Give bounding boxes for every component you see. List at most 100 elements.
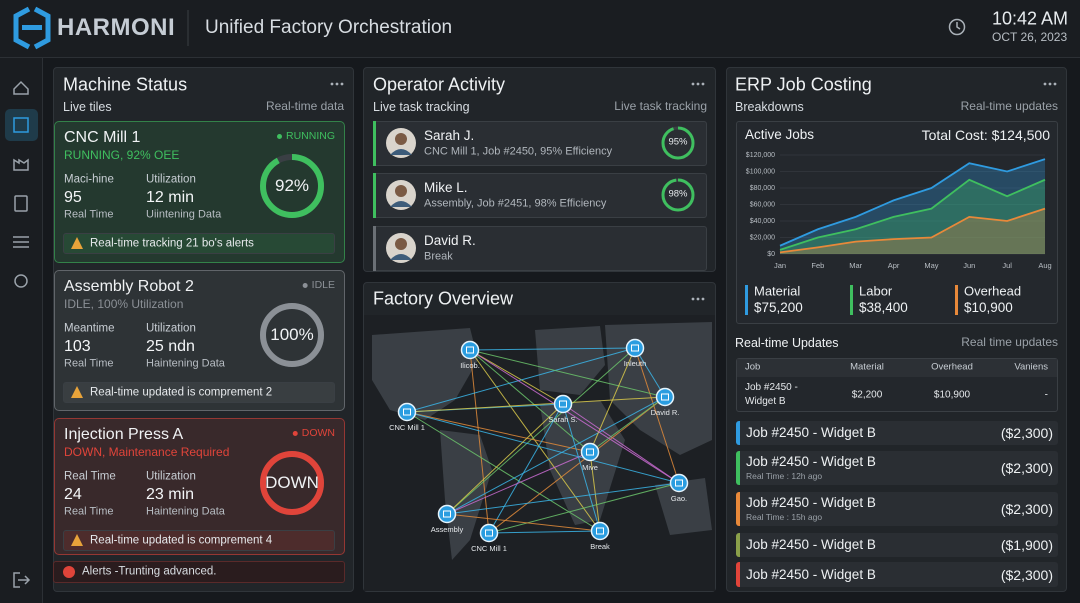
metric-label: Utilization [146,470,196,483]
job-name: Job #2450 - Widget B [746,425,876,441]
metric-caption: Real Time [64,505,114,518]
settings-icon [14,274,28,288]
sliders-icon [13,236,29,248]
node [669,473,689,493]
node-icon [596,527,604,535]
line [779,178,1046,251]
node-label: Gao. [671,494,687,503]
panel-note: Live task tracking [614,99,707,114]
y-tick-label: $80,000 [750,185,775,192]
table-cell: $2,200 [851,389,883,401]
y-tick-label: $20,000 [750,234,775,241]
operator-name: Sarah J. [424,128,475,144]
node [479,523,499,543]
panel-title: Factory Overview [373,288,514,309]
chart-total: Total Cost: $124,500 [921,126,1050,143]
machine-tile [54,121,345,263]
status-badge: RUNNING [277,130,335,142]
job-amount: ($2,300) [1000,500,1053,517]
connection [469,349,490,534]
logo-mark [33,6,51,50]
table-header-cell: Vaniens [1014,361,1048,373]
line [779,207,1046,254]
operator-detail: CNC Mill 1, Job #2450, 95% Efficiency [424,145,613,158]
continent [372,328,478,420]
metric-caption: Haintening Data [146,357,225,370]
connection [469,347,636,351]
connection [469,349,591,453]
connection [406,411,601,532]
y-tick-label: $0 [767,251,775,258]
job-amount: ($2,300) [1000,566,1053,583]
avatar-body [390,254,412,260]
machine-status: IDLE, 100% Utilization [64,297,184,312]
report-icon [14,195,28,212]
table-cell: - [1044,389,1048,401]
y-tick-label: $100,000 [746,168,775,175]
connection [562,403,680,484]
connection [634,347,666,398]
menu-dot [330,82,334,86]
job-amount: ($1,900) [1000,536,1053,553]
panel-subtitle: Breakdowns [735,99,804,114]
connection [446,482,680,515]
gauge-arc [260,303,324,367]
connection [406,347,636,413]
panel-subtitle: Live tiles [63,99,112,114]
x-tick-label: Feb [811,261,824,270]
node-label: Sarah S. [548,415,577,424]
area [780,159,1045,254]
menu-dot [696,82,700,86]
x-tick-label: Jul [1002,261,1012,270]
node [553,394,573,414]
gauge-label: 98% [668,188,688,200]
job-row [736,451,1058,485]
machine-tile [54,270,345,411]
metric-value: 12 min [146,188,195,206]
connection [488,482,680,534]
menu-dot [691,297,695,301]
sidebar [0,58,43,603]
operator-accent [373,173,376,218]
alert-text: Real-time updated is comprement 4 [90,534,273,547]
job-name: Job #2450 - Widget B [746,566,876,582]
node [625,338,645,358]
job-row [736,533,1058,557]
node-label: Inleuth [624,359,647,368]
job-accent [736,562,740,587]
connection [469,349,601,532]
metric-label: Utilization [146,322,196,335]
connection [446,451,591,515]
brand: HARMONI [57,14,176,42]
metric-label: Utilization [146,173,196,186]
factory-icon [13,158,29,171]
metric-value: 25 ndn [146,337,195,355]
node-label: David R. [651,408,680,417]
job-name: Job #2450 - Widget B [746,495,876,511]
node-icon [466,346,474,354]
node [397,402,417,422]
home-icon [13,80,29,95]
job-name: Job #2450 - Widget B [746,454,876,470]
logo-mark [22,25,42,30]
connection [469,349,680,484]
legend-name: Material [754,283,801,299]
metric-label: Meantime [64,322,115,335]
connection [406,411,680,484]
status-dot [292,430,298,436]
metric-value: 24 [64,485,82,503]
connection [446,403,564,515]
connection [634,347,680,484]
error-icon [63,566,75,578]
alert-text: Real-time tracking 21 bo's alerts [90,237,254,250]
node-icon [403,408,411,416]
connection [406,396,666,413]
gauge-label: 100% [270,325,314,345]
table-header-cell: Job [745,361,761,373]
panel-subtitle: Live task tracking [373,99,470,114]
continent [535,326,605,395]
y-tick-label: $40,000 [750,218,775,225]
date: OCT 26, 2023 [992,30,1068,45]
job-accent [736,533,740,557]
